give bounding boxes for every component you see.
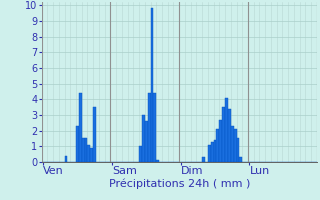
Bar [82, 138, 84, 162]
Bar [156, 160, 159, 162]
Bar [239, 157, 242, 162]
Bar [139, 146, 142, 162]
Bar [208, 145, 211, 162]
Bar [216, 129, 219, 162]
Bar [236, 138, 239, 162]
Bar [84, 138, 87, 162]
Bar [231, 126, 234, 162]
Bar [142, 115, 145, 162]
Bar [211, 142, 214, 162]
Bar [93, 107, 96, 162]
Bar [225, 98, 228, 162]
Bar [150, 8, 153, 162]
Bar [90, 148, 93, 162]
Bar [202, 157, 205, 162]
Bar [65, 156, 68, 162]
Bar [222, 107, 225, 162]
Bar [79, 93, 82, 162]
Bar [214, 140, 216, 162]
Bar [76, 126, 79, 162]
Bar [87, 145, 90, 162]
Bar [153, 93, 156, 162]
Bar [145, 121, 148, 162]
X-axis label: Précipitations 24h ( mm ): Précipitations 24h ( mm ) [108, 179, 250, 189]
Bar [219, 120, 222, 162]
Bar [228, 109, 231, 162]
Bar [148, 93, 150, 162]
Bar [234, 129, 236, 162]
